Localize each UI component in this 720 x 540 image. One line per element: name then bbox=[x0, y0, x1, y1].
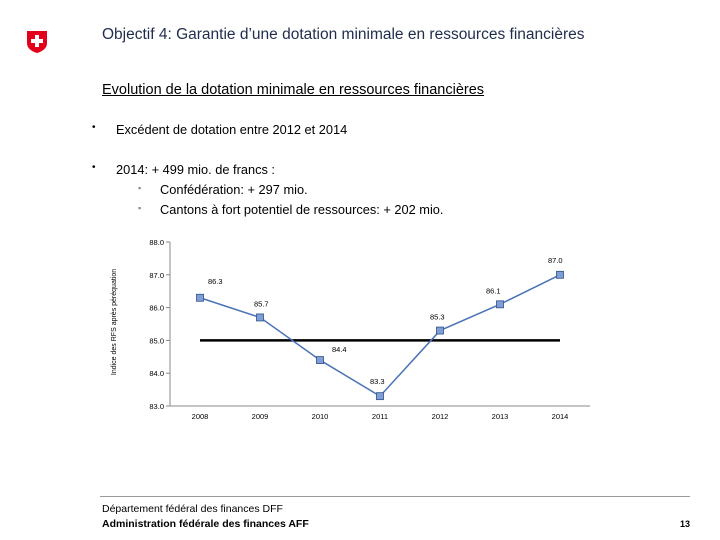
bullet-text: Excédent de dotation entre 2012 et 2014 bbox=[116, 122, 348, 137]
section-subtitle: Evolution de la dotation minimale en res… bbox=[102, 82, 485, 98]
data-point bbox=[256, 313, 264, 322]
data-label: 85.3 bbox=[430, 313, 445, 322]
x-tick-label: 2009 bbox=[252, 412, 269, 421]
page-number: 13 bbox=[680, 519, 691, 529]
footer-department: Département fédéral des finances DFF bbox=[102, 503, 283, 515]
y-tick-label: 84.0 bbox=[149, 369, 164, 378]
data-label: 86.3 bbox=[208, 277, 223, 286]
sub-bullet-text: Confédération: + 297 mio. bbox=[160, 182, 308, 197]
data-label: 83.3 bbox=[370, 377, 385, 386]
page-title: Objectif 4: Garantie d’une dotation mini… bbox=[102, 26, 585, 43]
footer-administration: Administration fédérale des finances AFF bbox=[102, 518, 309, 530]
data-point bbox=[496, 300, 504, 309]
y-axis-title: Indice des RFS après péréquation bbox=[111, 269, 118, 375]
bullet-marker: • bbox=[92, 162, 96, 173]
sub-bullet-marker: ▪ bbox=[138, 183, 142, 193]
y-tick-label: 86.0 bbox=[149, 304, 164, 313]
x-tick-label: 2013 bbox=[492, 412, 509, 421]
y-tick-label: 87.0 bbox=[149, 271, 164, 280]
data-point bbox=[556, 270, 564, 279]
swiss-flag-icon bbox=[27, 31, 47, 53]
data-point bbox=[376, 392, 384, 401]
x-tick-label: 2008 bbox=[192, 412, 209, 421]
data-label: 86.1 bbox=[486, 286, 501, 295]
y-tick-label: 88.0 bbox=[149, 238, 164, 247]
sub-bullet-marker: ▪ bbox=[138, 203, 142, 213]
x-tick-label: 2014 bbox=[552, 412, 569, 421]
data-point bbox=[196, 293, 204, 302]
footer-divider bbox=[100, 496, 690, 497]
data-label: 85.7 bbox=[254, 299, 269, 308]
y-tick-label: 83.0 bbox=[149, 402, 164, 411]
data-label: 84.4 bbox=[332, 345, 347, 354]
y-tick-label: 85.0 bbox=[149, 336, 164, 345]
x-tick-label: 2010 bbox=[312, 412, 329, 421]
data-label: 87.0 bbox=[548, 256, 563, 265]
sub-bullet-text: Cantons à fort potentiel de ressources: … bbox=[160, 202, 444, 217]
x-tick-label: 2012 bbox=[432, 412, 449, 421]
bullet-marker: • bbox=[92, 122, 96, 133]
x-tick-label: 2011 bbox=[372, 412, 388, 421]
data-point bbox=[316, 356, 324, 364]
data-point bbox=[436, 326, 444, 335]
bullet-text: 2014: + 499 mio. de francs : bbox=[116, 162, 275, 177]
